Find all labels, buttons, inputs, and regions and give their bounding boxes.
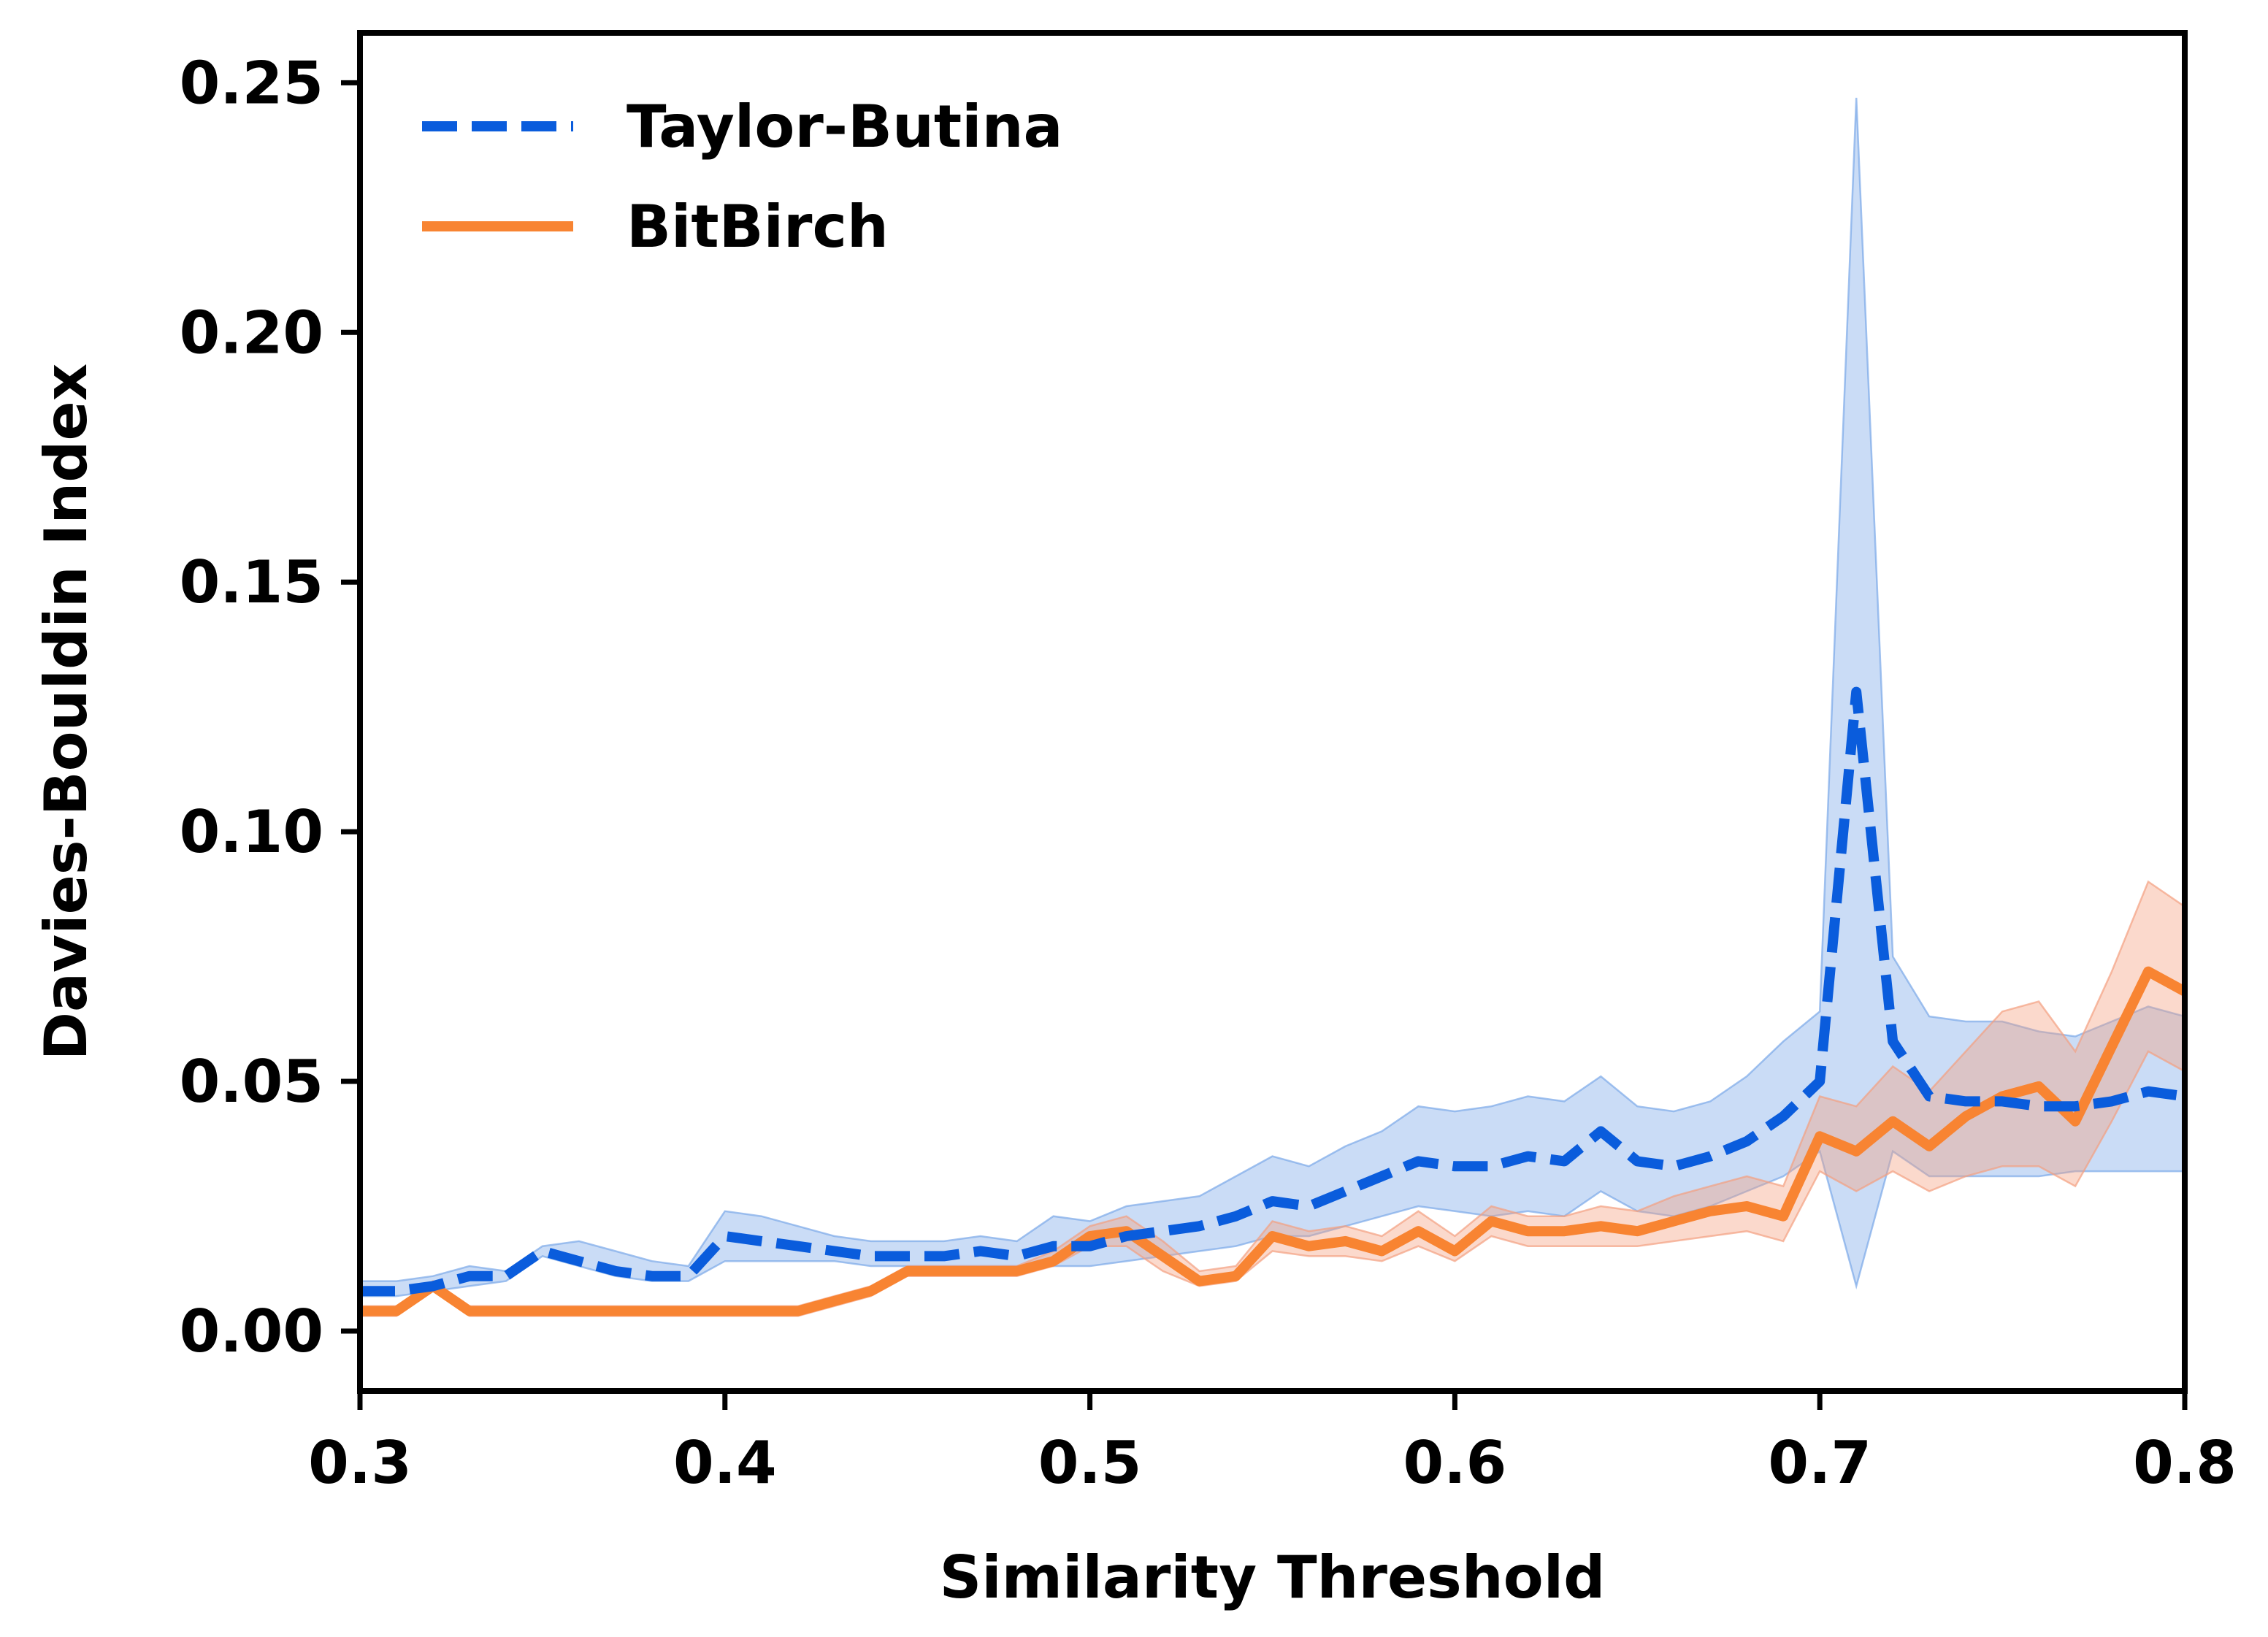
x-axis-title: Similarity Threshold — [940, 1544, 1606, 1611]
line-bitbirch — [360, 966, 2188, 1316]
x-tick-label: 0.7 — [1768, 1429, 1872, 1497]
legend-label-bitbirch: BitBirch — [627, 193, 889, 261]
y-tick-label: 0.10 — [180, 798, 323, 866]
y-tick-label: 0.00 — [180, 1297, 323, 1365]
x-tick-label: 0.6 — [1403, 1429, 1507, 1497]
band-bitbirch — [359, 880, 2186, 1317]
x-tick-label: 0.8 — [2133, 1429, 2237, 1497]
y-tick-label: 0.20 — [180, 299, 323, 367]
y-tick-label: 0.05 — [180, 1048, 323, 1116]
y-tick-label: 0.25 — [180, 49, 323, 117]
x-tick-label: 0.3 — [308, 1429, 412, 1497]
y-axis-title: Davies-Bouldin Index — [32, 364, 100, 1061]
series-lines — [360, 686, 2188, 1316]
x-tick-label: 0.4 — [673, 1429, 777, 1497]
plot-frame — [357, 30, 2188, 1394]
axis-ticks: 0.3 0.4 0.5 0.6 0.7 0.8 0.00 0.05 0.10 0.15 0.20 0.… — [180, 49, 2237, 1497]
x-tick-label: 0.5 — [1038, 1429, 1142, 1497]
y-tick-label: 0.15 — [180, 548, 323, 616]
legend: Taylor-Butina BitBirch — [422, 93, 1063, 261]
legend-label-taylor-butina: Taylor-Butina — [627, 93, 1063, 161]
line-taylor-butina — [360, 686, 2185, 1297]
